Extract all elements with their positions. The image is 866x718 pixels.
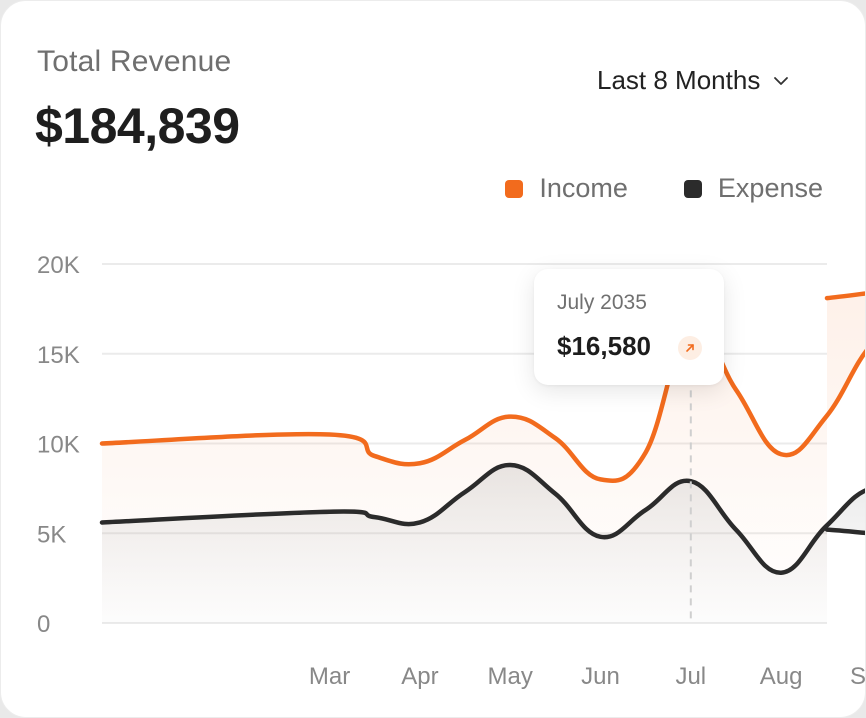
x-tick-label: Jul bbox=[675, 663, 706, 690]
total-revenue-amount: $184,839 bbox=[35, 98, 240, 154]
chart-tooltip: July 2035 $16,580 bbox=[534, 269, 724, 385]
income-line bbox=[99, 291, 865, 483]
arrow-up-right-icon bbox=[678, 336, 702, 360]
x-tick-label: Jun bbox=[581, 663, 620, 690]
legend-expense-label: Expense bbox=[717, 173, 823, 203]
y-tick-label: 20K bbox=[37, 252, 80, 279]
income-swatch bbox=[505, 179, 524, 198]
expense-area bbox=[102, 465, 865, 623]
legend-item-income[interactable]: Income bbox=[505, 173, 628, 204]
tooltip-value: $16,580 bbox=[557, 331, 651, 361]
x-tick-label: May bbox=[488, 663, 533, 690]
y-tick-label: 0 bbox=[37, 611, 50, 638]
x-tick-label: Sep bbox=[850, 663, 866, 690]
card-title: Total Revenue bbox=[37, 45, 232, 78]
x-tick-label: Aug bbox=[760, 663, 803, 690]
x-tick-label: Mar bbox=[309, 663, 350, 690]
tooltip-date: July 2035 bbox=[557, 291, 647, 314]
legend-income-label: Income bbox=[539, 173, 628, 203]
chevron-down-icon bbox=[774, 76, 789, 85]
range-dropdown[interactable]: Last 8 Months bbox=[597, 65, 790, 96]
chart-legend: Income Expense bbox=[505, 173, 823, 204]
y-tick-label: 15K bbox=[37, 342, 80, 369]
y-tick-label: 5K bbox=[37, 521, 66, 548]
expense-swatch bbox=[683, 179, 702, 198]
x-tick-label: Apr bbox=[401, 663, 438, 690]
range-dropdown-label: Last 8 Months bbox=[597, 65, 761, 95]
y-tick-label: 10K bbox=[37, 432, 80, 459]
legend-item-expense[interactable]: Expense bbox=[683, 173, 823, 204]
expense-line bbox=[99, 462, 865, 575]
